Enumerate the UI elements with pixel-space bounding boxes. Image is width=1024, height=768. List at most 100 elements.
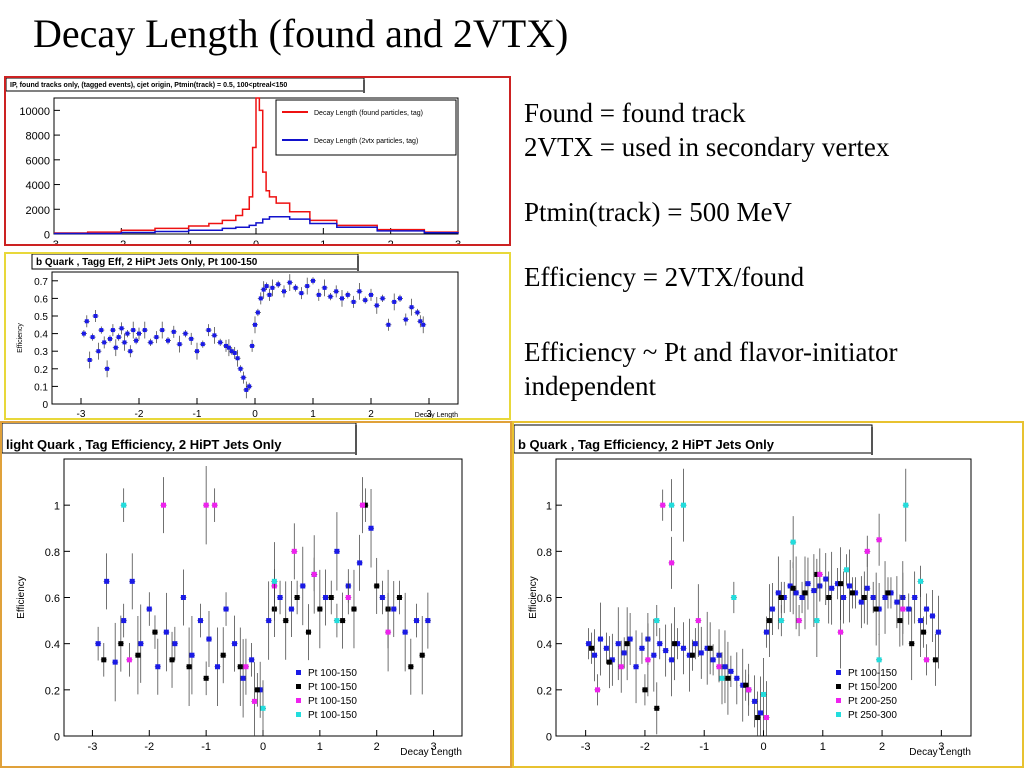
note-ptmin: Ptmin(track) = 500 MeV [524,195,792,229]
data-point [864,548,870,554]
data-point [237,664,243,670]
data-point [255,310,260,315]
data-point [311,278,315,283]
y-tick-label: 0.1 [34,382,48,393]
data-point [728,668,734,674]
b-eff-small-chart: b Quark , Tagg Eff, 2 HiPt Jets Only, Pt… [17,254,459,418]
data-point [203,675,209,681]
data-point [351,606,357,612]
title-box [2,423,357,454]
ip-histogram-panel: IP, found tracks only, (tagged events), … [4,76,511,246]
legend-swatch [296,712,301,717]
b-eff-small-panel: b Quark , Tagg Eff, 2 HiPt Jets Only, Pt… [4,252,511,420]
data-point [589,645,595,651]
data-point [183,331,188,336]
data-point [249,657,255,663]
data-point [680,645,686,651]
data-point [291,548,297,554]
data-point [122,340,127,345]
data-point [328,595,334,600]
legend-label: Pt 100-150 [308,682,357,693]
data-point [403,317,408,322]
data-point [277,595,283,600]
data-point [224,343,228,348]
x-tick-label: 1 [320,239,326,244]
x-tick-label: -3 [581,741,591,753]
data-point [300,583,306,589]
data-point [817,571,823,577]
data-point [288,606,294,612]
y-tick-label: 0.2 [45,685,60,697]
data-point [180,595,186,600]
data-point [799,595,805,600]
legend-swatch [836,670,841,675]
data-point [177,342,182,347]
data-point [876,657,882,663]
legend-swatch [296,670,301,675]
data-point [195,349,199,354]
data-point [398,296,402,301]
ip-histogram-chart: IP, found tracks only, (tagged events), … [6,78,461,244]
data-point [116,335,121,340]
data-point [340,618,346,624]
data-point [276,282,281,287]
y-tick-label: 0.5 [34,312,48,323]
legend-label: Decay Length (found particles, tag) [314,110,423,117]
data-point [707,645,713,651]
x-tick-label: 0 [252,409,258,418]
data-point [316,292,321,297]
y-tick-label: 0.8 [45,547,60,559]
data-point [654,705,660,711]
data-point [351,299,356,304]
data-point [787,583,793,589]
data-point [627,636,633,642]
data-point [119,326,124,331]
data-point [645,657,651,663]
legend-label: Pt 100-150 [308,696,357,707]
data-point [334,289,339,294]
data-point [305,629,311,635]
x-tick-label: 0 [253,239,259,244]
data-point [414,618,420,624]
data-point [270,285,275,290]
data-point [409,305,414,310]
data-point [197,618,203,624]
legend-swatch [836,684,841,689]
data-point [669,502,675,508]
data-point [769,606,775,612]
y-tick-label: 4000 [26,180,50,192]
data-point [215,664,221,670]
data-point [841,595,847,600]
data-point [778,618,784,624]
data-point [778,595,784,600]
data-point [238,366,243,371]
note-efficiency-def: Efficiency = 2VTX/found [524,260,804,294]
data-point [396,595,402,600]
data-point [766,618,772,624]
data-point [680,502,686,508]
data-point [163,629,169,635]
data-point [929,613,935,619]
x-tick-label: 2 [374,741,380,753]
data-point [146,606,152,612]
data-point [651,652,657,658]
data-point [752,698,758,704]
data-point [415,310,420,315]
data-point [148,340,153,345]
data-point [663,648,669,654]
data-point [597,636,603,642]
note-line: Ptmin(track) = 500 MeV [524,197,792,227]
data-point [725,675,731,681]
data-point [155,664,161,670]
data-point [710,657,716,663]
data-point [240,675,246,681]
plot-frame [51,271,459,405]
data-point [235,356,240,361]
data-point [743,682,749,688]
x-tick-label: 2 [388,239,394,244]
data-point [885,590,891,596]
data-point [918,578,924,584]
data-point [906,606,912,612]
legend-label: Pt 150-200 [848,682,897,693]
y-tick-label: 0.4 [34,330,48,341]
